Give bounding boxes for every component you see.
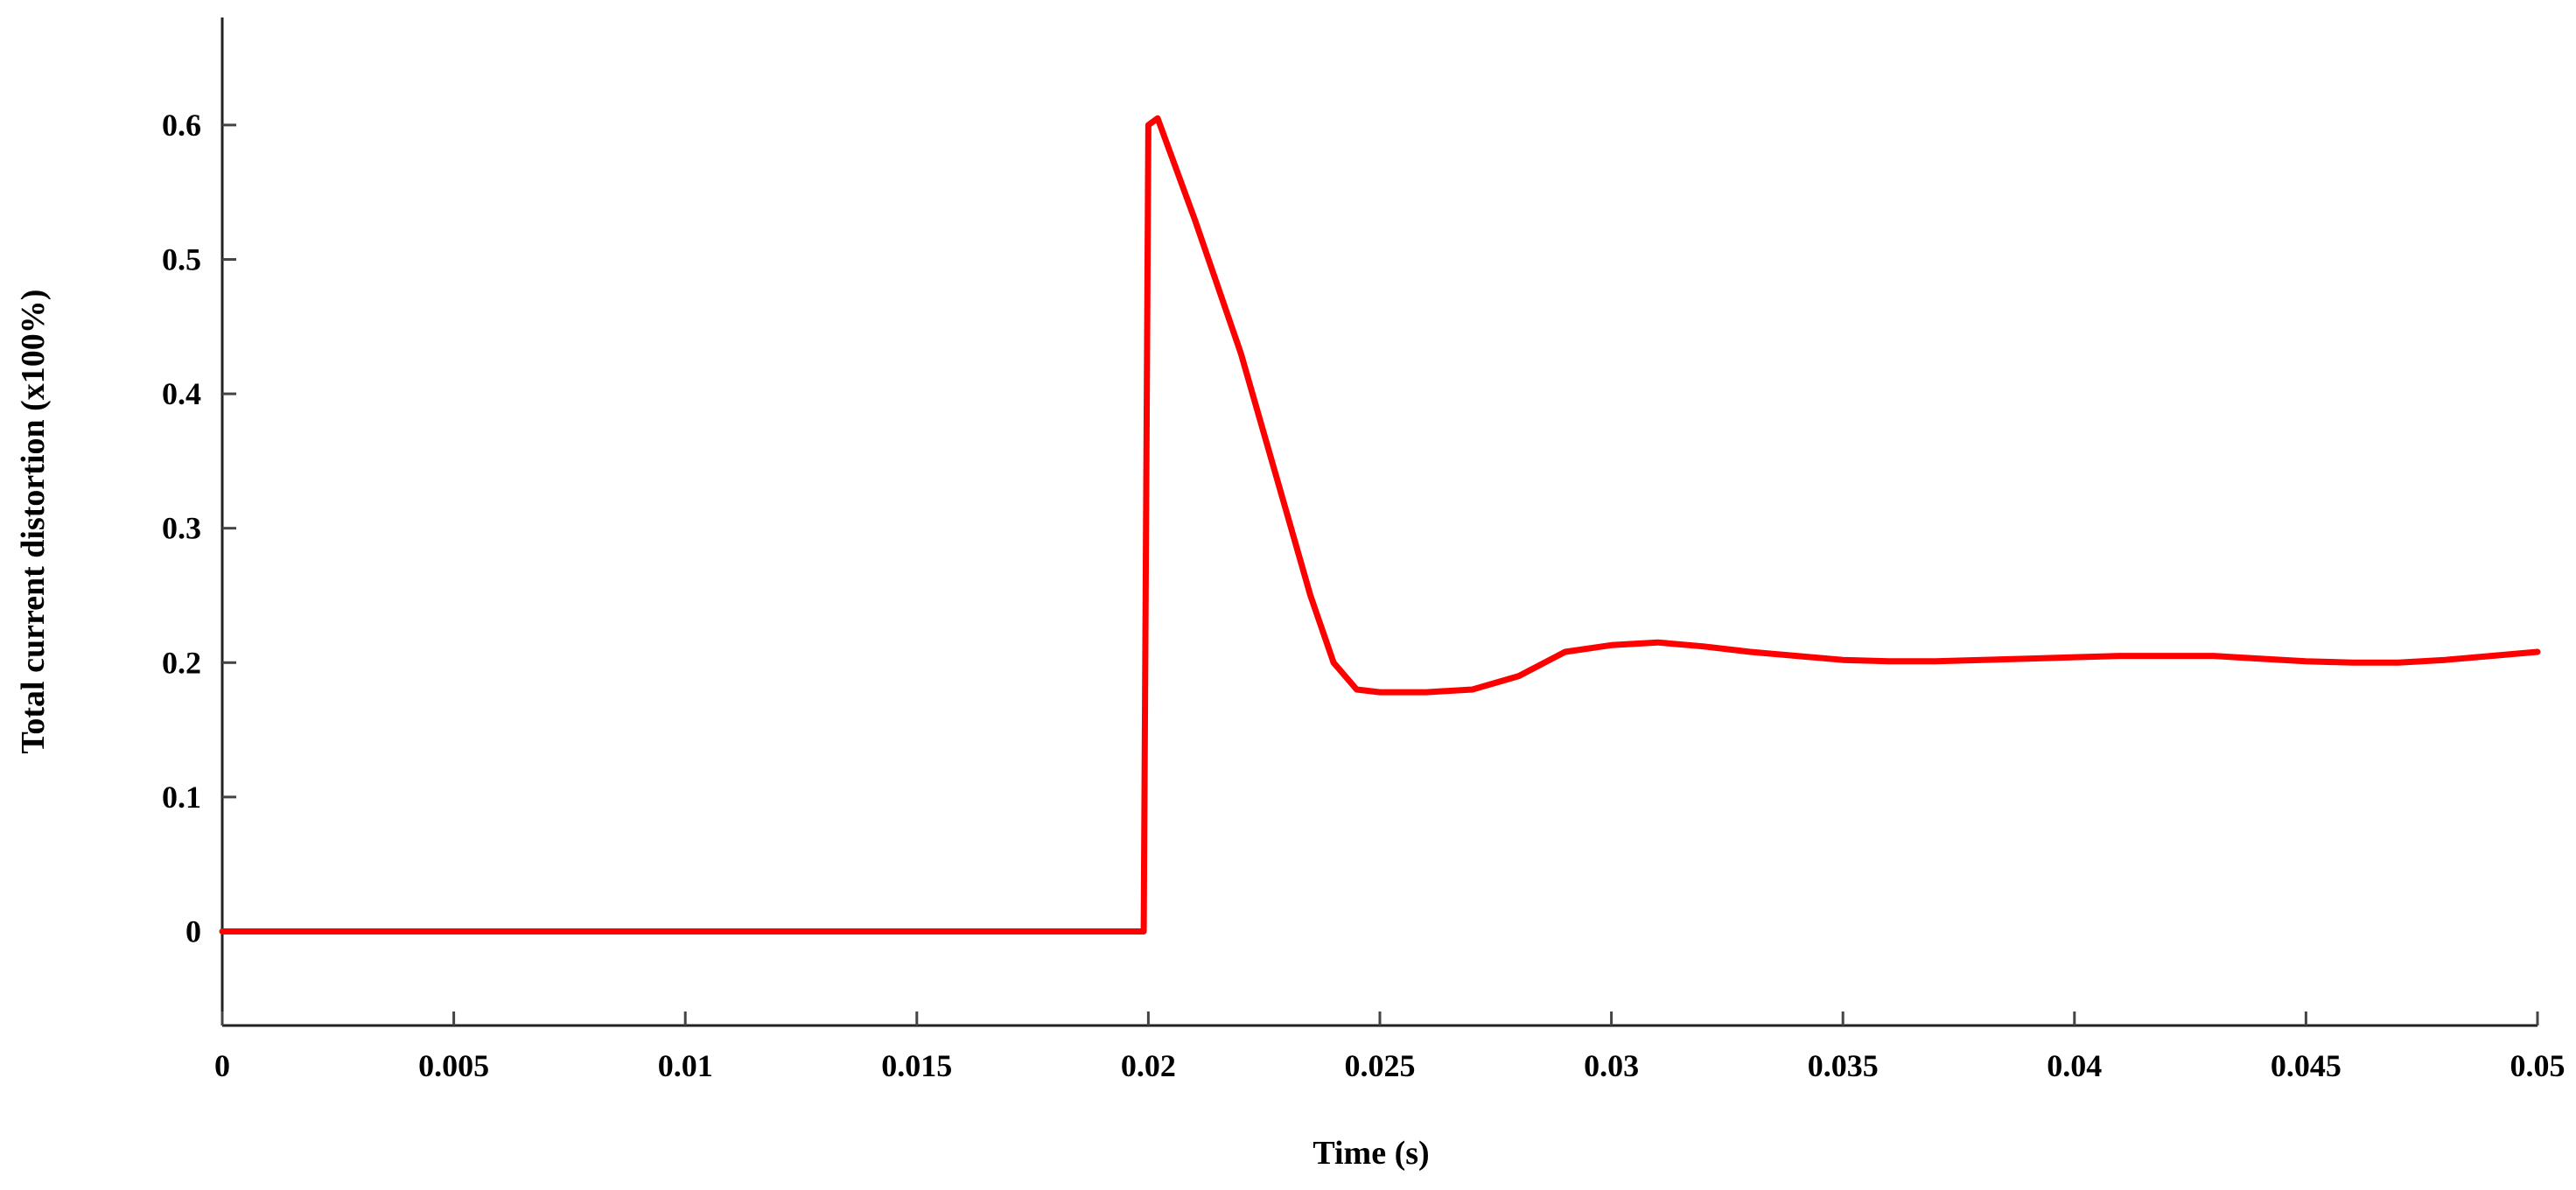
y-tick-label: 0.2 (162, 645, 201, 680)
x-tick-label: 0.025 (1345, 1048, 1416, 1083)
x-tick-labels: 0 0.005 0.01 0.015 0.02 0.025 0.03 0.035 0.04 0.0… (214, 1048, 2566, 1083)
y-tick-label: 0.5 (162, 242, 201, 276)
y-tick-label: 0.1 (162, 780, 201, 815)
x-tick-label: 0.02 (1121, 1048, 1176, 1083)
x-tick-label: 0.015 (881, 1048, 952, 1083)
y-axis-label: Total current distortion (x100%) (15, 290, 52, 754)
y-tick-label: 0.6 (162, 108, 201, 143)
x-tick-label: 0.035 (1808, 1048, 1879, 1083)
tick-marks (220, 123, 2539, 1026)
x-tick-label: 0.005 (418, 1048, 489, 1083)
y-tick-label: 0 (186, 914, 201, 948)
y-tick-labels: 0 0.1 0.2 0.3 0.4 0.5 0.6 (162, 108, 201, 949)
x-axis-label: Time (s) (1312, 1135, 1429, 1172)
x-tick-label: 0.01 (658, 1048, 713, 1083)
x-tick-label: 0.03 (1584, 1048, 1639, 1083)
x-tick-label: 0.05 (2510, 1048, 2566, 1083)
axes (220, 18, 2538, 1027)
y-tick-label: 0.3 (162, 511, 201, 546)
x-tick-label: 0 (214, 1048, 230, 1083)
y-tick-label: 0.4 (162, 376, 201, 411)
series-line-1 (219, 115, 2541, 934)
series-group (219, 115, 2541, 934)
x-tick-label: 0.045 (2271, 1048, 2342, 1083)
x-tick-label: 0.04 (2047, 1048, 2102, 1083)
